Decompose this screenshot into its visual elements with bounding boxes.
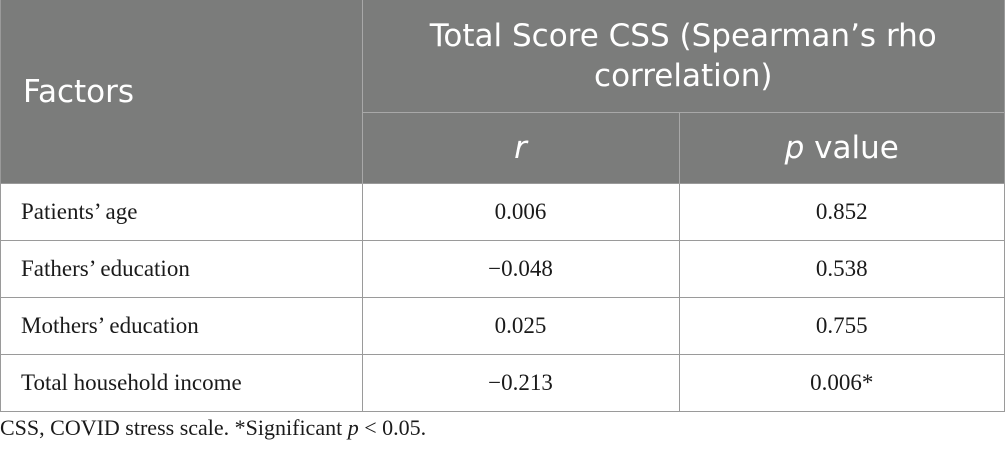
factor-cell: Total household income [1,354,362,411]
p-value-column-header: p value [679,112,1004,184]
table-footnote: CSS, COVID stress scale. *Significant p … [0,415,426,441]
css-group-header: Total Score CSS (Spearman’s rho correlat… [362,0,1004,113]
r-cell: −0.213 [361,354,679,411]
footnote-text-after: < 0.05. [358,415,427,440]
correlation-table: Factors Total Score CSS (Spearman’s rho … [1,0,1004,411]
p-cell: 0.852 [678,183,1004,241]
factor-cell: Fathers’ education [1,240,362,298]
factor-cell: Patients’ age [1,183,362,241]
table-row: Patients’ age 0.006 0.852 [1,183,1004,241]
header-row-top: Factors Total Score CSS (Spearman’s rho … [1,0,1004,184]
table-body: Patients’ age 0.006 0.852 Fathers’ educa… [1,183,1004,411]
p-header-rest: value [804,130,899,166]
header-row-sub: r p value [1,112,1004,184]
p-header-italic: p [784,130,805,166]
table-row: Total household income −0.213 0.006* [1,354,1004,411]
r-cell: 0.025 [361,297,679,355]
factor-cell: Mothers’ education [1,297,362,355]
p-cell: 0.755 [678,297,1004,355]
table-row: Fathers’ education −0.048 0.538 [1,240,1004,298]
factors-column-header: Factors [1,0,363,184]
r-cell: 0.006 [361,183,679,241]
p-cell: 0.538 [678,240,1004,298]
table-row: Mothers’ education 0.025 0.755 [1,297,1004,355]
table-header: Factors Total Score CSS (Spearman’s rho … [1,0,1004,184]
footnote-p-italic: p [347,415,359,440]
r-cell: −0.048 [361,240,679,298]
p-cell: 0.006* [678,354,1004,411]
r-column-header: r [362,112,680,184]
data-table-container: Factors Total Score CSS (Spearman’s rho … [0,0,1005,412]
r-header-label: r [514,130,527,166]
footnote-text-before: CSS, COVID stress scale. *Significant [0,415,348,440]
